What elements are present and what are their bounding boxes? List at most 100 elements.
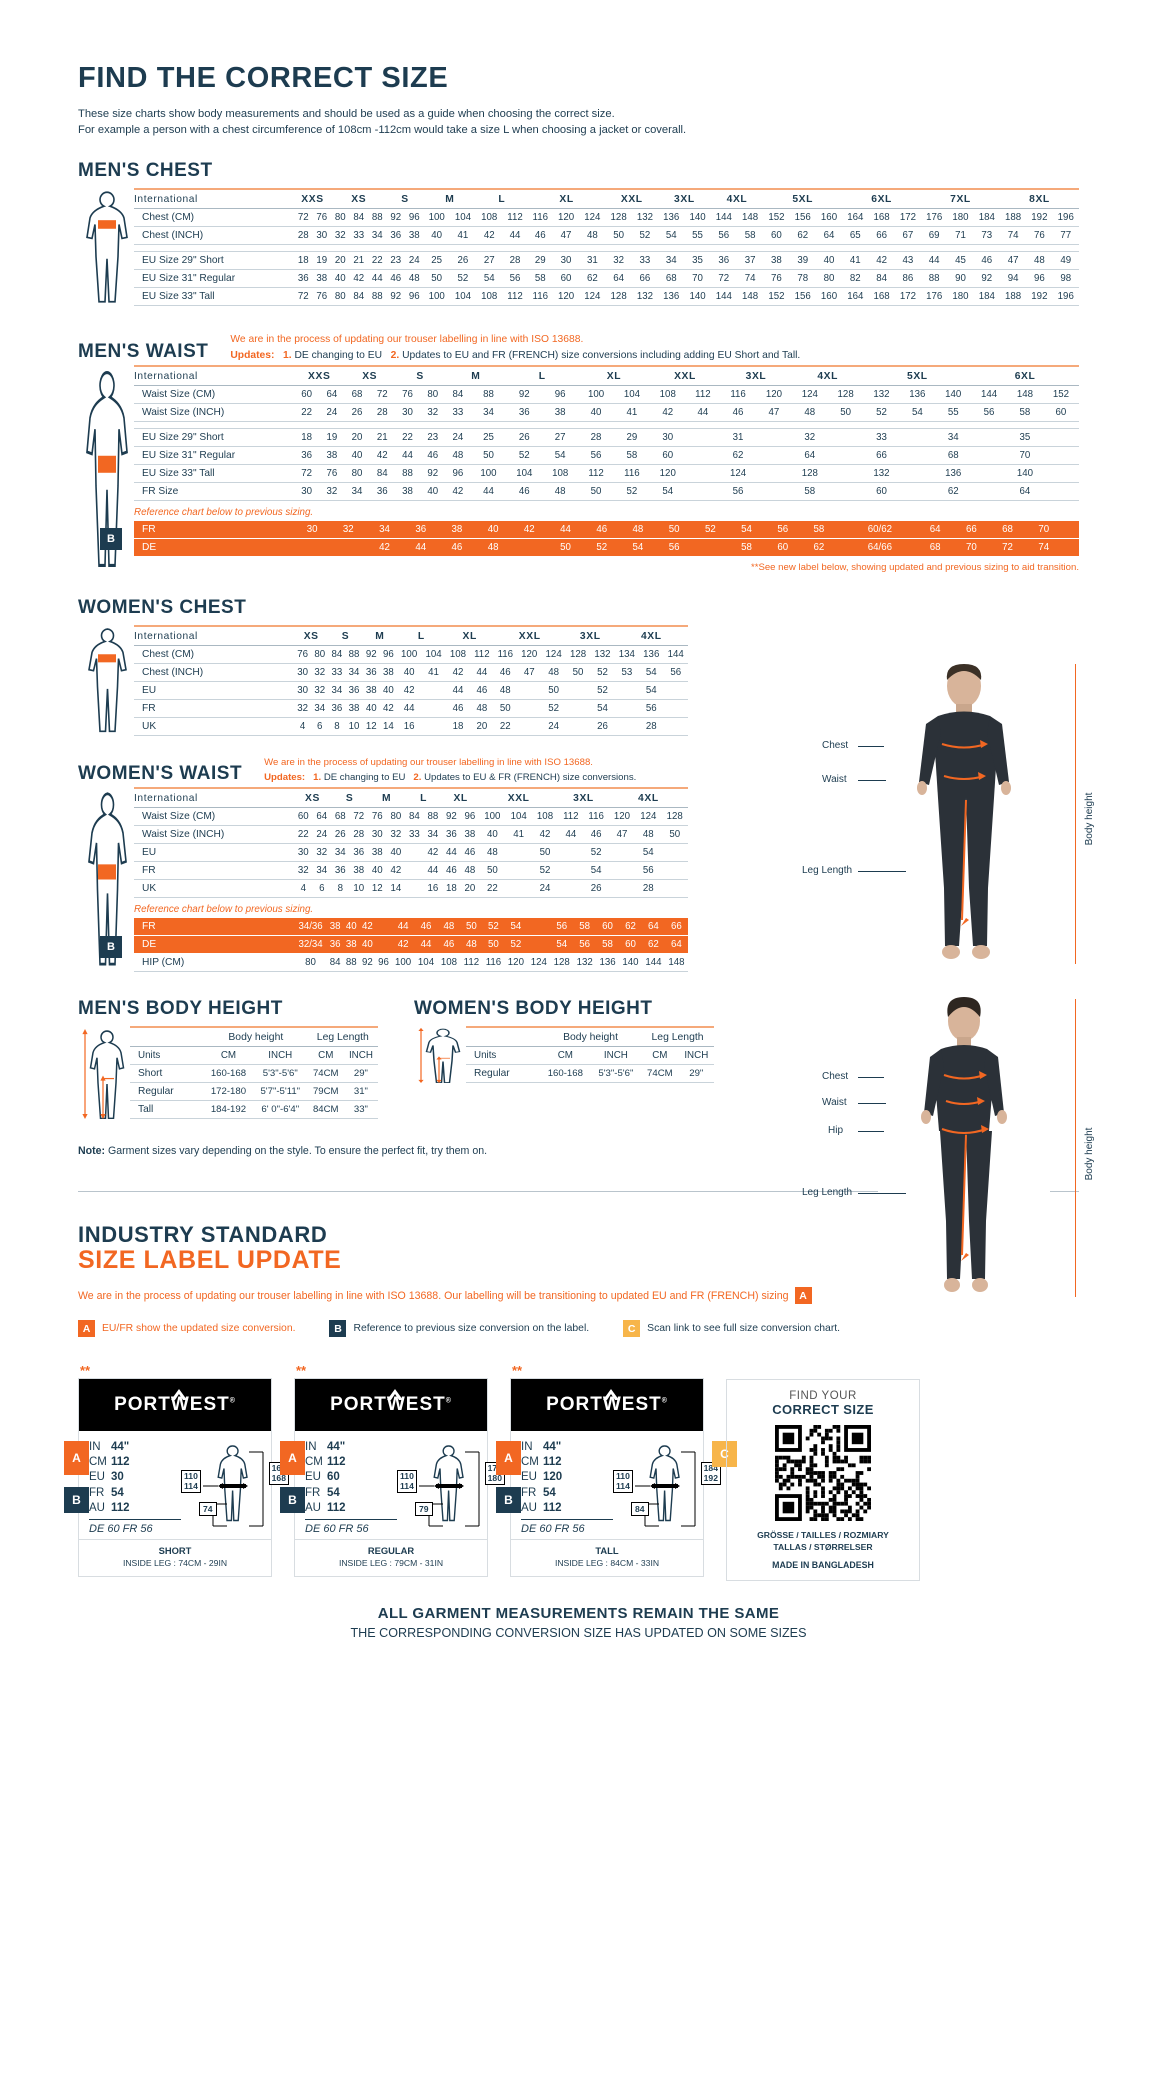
table-cell: 54: [483, 273, 495, 285]
label-asterisks: **: [296, 1363, 307, 1379]
subheader-cell: INCH: [348, 1050, 373, 1062]
table-cell: 76: [771, 273, 782, 285]
table-cell: 42: [511, 521, 548, 539]
table-cell: 29": [353, 1068, 368, 1080]
fit-note-label: Note:: [78, 1145, 106, 1158]
table-cell: [837, 538, 843, 557]
table-cell: 48: [642, 829, 654, 841]
table-cell: 26: [590, 883, 602, 895]
table-cell: 116: [730, 389, 746, 401]
table-cell: 4: [300, 883, 306, 895]
table-cell: 134: [618, 649, 635, 661]
table-cell: 52: [876, 407, 887, 419]
table-cell: 47: [616, 829, 628, 841]
table-cell: 34: [665, 255, 677, 267]
table-cell: 42: [376, 450, 388, 462]
mens-body-height-table: Body height Leg Length Units CM INCH CM INCH Sh…: [130, 1026, 378, 1119]
table-cell: 54: [597, 703, 608, 715]
qr-origin: MADE IN BANGLADESH: [772, 1560, 874, 1571]
label-size-value: 112: [327, 1501, 346, 1514]
callout-leglength-female: Leg Length: [802, 1187, 853, 1198]
table-cell: 56: [656, 538, 693, 557]
table-cell: 76: [316, 212, 328, 224]
table-row: Waist Size (INCH) 22 24 26 28 30 32 33 34 36 38 40 4…: [134, 826, 688, 844]
table-cell: 172-180: [210, 1086, 247, 1098]
table-cell: 86: [902, 273, 914, 285]
label-waist-box: 110 114: [181, 1470, 201, 1494]
table-cell: 34: [947, 432, 959, 444]
table-spacer: [134, 422, 1079, 429]
table-row: EU Size 33" Tall 72 76 80 84 88 92 96 100 104 108 1…: [134, 465, 1079, 483]
label-size-row: AU 112: [305, 1501, 397, 1516]
table-cell: 128: [610, 212, 627, 224]
table-cell: 196: [1057, 291, 1074, 303]
table-cell: [330, 538, 367, 557]
row-label: Waist Size (INCH): [142, 407, 225, 419]
mens-waist-table: International XXS XS S M L XL XXL 3XL 4XL 5XL 6XL Wa…: [134, 365, 1079, 501]
table-cell: 30: [294, 521, 331, 539]
womens-chest-table-wrap: International XS S M L XL XXL 3XL 4XL Chest (CM) 7…: [78, 625, 688, 736]
size-group-header: XXS: [301, 194, 324, 206]
table-cell: 80: [351, 468, 363, 480]
table-cell: 108: [536, 811, 554, 823]
label-previous-sizing: DE 60 FR 56: [89, 1522, 153, 1535]
table-cell: 44: [414, 935, 438, 954]
table-cell: 136: [663, 212, 680, 224]
table-cell: 26: [334, 829, 346, 841]
table-cell: 84: [876, 273, 887, 285]
callout-hip-female: Hip: [828, 1125, 844, 1136]
table-cell: 44: [427, 865, 439, 877]
table-cell: 68: [665, 273, 677, 285]
qr-image[interactable]: [775, 1425, 871, 1522]
row-label: EU: [142, 847, 157, 859]
size-group-header: M: [445, 194, 455, 206]
row-label: FR Size: [142, 486, 179, 498]
table-cell: 62: [732, 450, 744, 462]
page-intro: These size charts show body measurements…: [78, 106, 1079, 138]
row-label: UK: [142, 721, 157, 733]
section-title-mens-body-height: MEN'S BODY HEIGHT: [78, 998, 283, 1020]
table-cell: 58: [596, 935, 620, 954]
table-cell: 36: [365, 667, 377, 679]
table-cell: 104: [510, 811, 527, 823]
table-cell: 72: [989, 538, 1026, 557]
table-cell: 44: [371, 273, 383, 285]
size-group-header: M: [375, 631, 385, 643]
table-cell: 32: [297, 703, 308, 715]
table-cell: 64: [664, 935, 688, 954]
label-size-row: IN 44": [89, 1440, 181, 1455]
table-cell: 46: [981, 255, 993, 267]
table-cell: 108: [552, 468, 569, 480]
label-size-key: FR: [521, 1486, 537, 1499]
qr-code-icon[interactable]: [775, 1425, 871, 1522]
table-cell: 40: [403, 667, 415, 679]
size-group-header: XL: [462, 631, 477, 643]
label-previous-sizing: DE 60 FR 56: [521, 1522, 585, 1535]
table-cell: 46: [590, 829, 602, 841]
table-row: EU Size 29" Short 18 19 20 21 22 23 24 25 26 27 28 2…: [134, 252, 1079, 270]
table-cell: 58: [804, 486, 816, 498]
table-cell: 50: [840, 407, 852, 419]
table-cell: 56: [642, 865, 654, 877]
portwest-logo-icon: [387, 1389, 403, 1401]
table-cell: 31: [732, 432, 744, 444]
label-brand-bar: PORTWEST®: [511, 1379, 703, 1432]
table-header-row: International XS S M L XL XXL 3XL 4XL: [134, 626, 688, 646]
table-cell: 108: [440, 957, 458, 969]
table-cell: 42: [353, 273, 365, 285]
table-cell: [558, 844, 583, 862]
qr-card[interactable]: FIND YOUR CORRECT SIZE GRÖSSE / TAILLES / …: [726, 1379, 920, 1582]
table-row: Waist Size (CM) 60 64 68 72 76 80 84 88 92 96 100 10…: [134, 808, 688, 826]
table-cell: 60: [560, 273, 572, 285]
table-cell: 100: [395, 957, 412, 969]
table-cell: 50: [547, 538, 584, 557]
table-cell: 24: [539, 883, 551, 895]
table-cell: 76: [297, 649, 308, 661]
subheader-cell: CM: [652, 1050, 668, 1062]
table-cell: 128: [837, 389, 854, 401]
size-group-header: 5XL: [907, 371, 928, 383]
table-cell: 56: [590, 450, 602, 462]
table-cell: 168: [873, 291, 890, 303]
subheader-cell: Units: [138, 1050, 161, 1062]
row-label: Chest (CM): [142, 649, 195, 661]
